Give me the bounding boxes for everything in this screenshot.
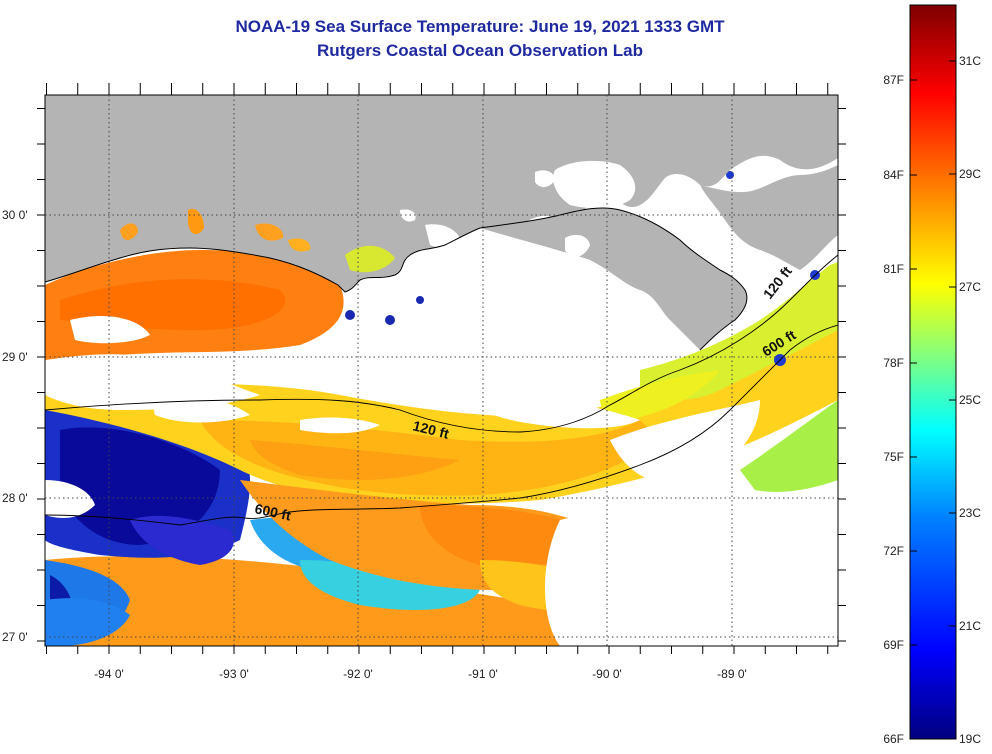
isobath-600ft xyxy=(45,324,838,526)
map-title: NOAA-19 Sea Surface Temperature: June 19… xyxy=(235,17,725,36)
colorbar-c-label: 31C xyxy=(959,54,981,68)
colorbar-c-label: 19C xyxy=(959,732,981,746)
colorbar-c-label: 23C xyxy=(959,506,981,520)
longitude-label: -91 0' xyxy=(468,667,498,681)
land-delta xyxy=(480,207,747,350)
colorbar-c-label: 21C xyxy=(959,619,981,633)
colorbar-f-label: 87F xyxy=(883,73,904,87)
longitude-label: -89 0' xyxy=(717,667,747,681)
colorbar-f-label: 69F xyxy=(883,638,904,652)
colorbar-f-label: 66F xyxy=(883,732,904,746)
latitude-labels: 30 0' 29 0' 28 0' 27 0' xyxy=(2,208,28,644)
latitude-label: 30 0' xyxy=(2,208,28,222)
latitude-label: 28 0' xyxy=(2,491,28,505)
map-plot-area xyxy=(45,95,838,646)
latitude-label: 29 0' xyxy=(2,350,28,364)
colorbar-f-label: 84F xyxy=(883,168,904,182)
colorbar-celsius-scale: 31C 29C 27C 25C 23C 21C 19C xyxy=(949,54,981,746)
contour-label-600ft-west: 600 ft xyxy=(253,500,292,523)
longitude-label: -92 0' xyxy=(343,667,373,681)
colorbar-f-label: 75F xyxy=(883,450,904,464)
land-east xyxy=(700,165,838,270)
colorbar-c-label: 29C xyxy=(959,167,981,181)
longitude-label: -93 0' xyxy=(219,667,249,681)
map-grid xyxy=(45,95,838,646)
colorbar-f-label: 78F xyxy=(883,356,904,370)
latitude-label: 27 0' xyxy=(2,630,28,644)
map-subtitle: Rutgers Coastal Ocean Observation Lab xyxy=(317,41,643,60)
colorbar-fahrenheit-scale: 87F 84F 81F 78F 75F 72F 69F 66F xyxy=(883,73,917,746)
colorbar-f-label: 72F xyxy=(883,544,904,558)
colorbar: 87F 84F 81F 78F 75F 72F 69F 66F 31C 29C 27C 25C 23C… xyxy=(883,4,981,746)
map-ticks xyxy=(37,83,846,654)
colorbar-c-label: 27C xyxy=(959,280,981,294)
longitude-label: -94 0' xyxy=(94,667,124,681)
cloud-patches xyxy=(45,315,838,646)
colorbar-c-label: 25C xyxy=(959,393,981,407)
longitude-labels: -94 0' -93 0' -92 0' -91 0' -90 0' -89 0' xyxy=(94,667,747,681)
map-frame xyxy=(44,94,839,647)
land-mass xyxy=(45,95,838,292)
isobath-120ft xyxy=(45,254,838,433)
colorbar-f-label: 81F xyxy=(883,262,904,276)
colorbar-gradient xyxy=(909,4,957,740)
coastline xyxy=(45,207,748,351)
longitude-label: -90 0' xyxy=(592,667,622,681)
